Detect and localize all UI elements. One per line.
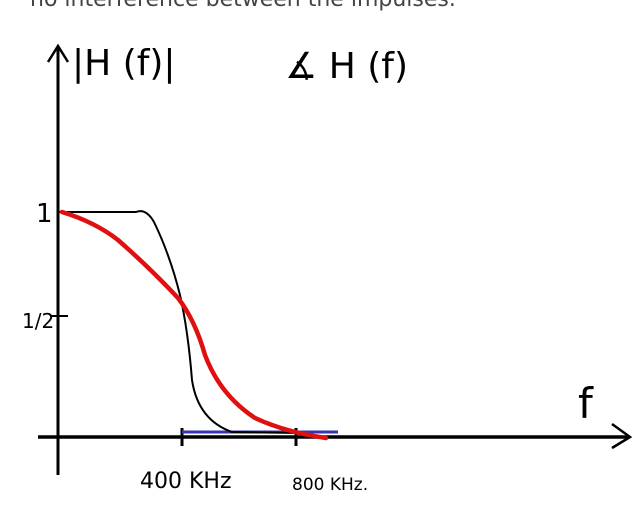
magnitude-label: |H (f)| xyxy=(72,43,176,84)
y-arrow xyxy=(46,43,70,63)
x-label-800: 800 KHz. xyxy=(292,475,368,495)
y-label-half: 1/2 xyxy=(22,309,54,333)
black-curve xyxy=(58,210,301,434)
phase-label: ∡ H (f) xyxy=(285,46,408,87)
x-label-400: 400 KHz xyxy=(140,469,232,494)
header-text: no interference between the impulses. xyxy=(30,0,456,12)
x-axis-label: f xyxy=(578,379,594,428)
x-arrow xyxy=(611,422,633,450)
y-label-one: 1 xyxy=(36,199,53,229)
red-curve xyxy=(59,209,329,441)
